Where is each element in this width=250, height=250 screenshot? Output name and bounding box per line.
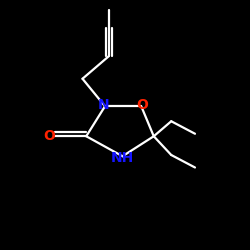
- Text: O: O: [136, 98, 148, 112]
- Text: O: O: [43, 129, 55, 143]
- Text: NH: NH: [111, 150, 134, 164]
- Text: N: N: [98, 98, 110, 112]
